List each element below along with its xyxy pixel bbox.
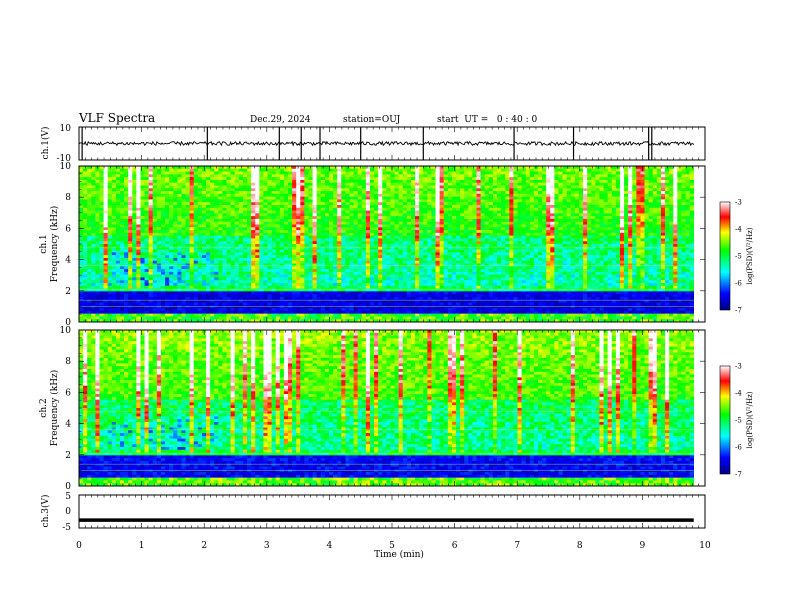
ch1-ytick-top: 10 [60, 124, 72, 134]
y-tick-label: 2 [65, 451, 71, 461]
colorbar-tick-label: -3 [735, 363, 742, 371]
ch1-trace-line [78, 140, 695, 147]
x-tick-label: 4 [327, 541, 333, 551]
ch1-waveform-panel: 10 -10 ch.1(V) [40, 124, 706, 164]
ch1-ytick-bottom: -10 [57, 154, 72, 164]
colorbar-tick-label: -3 [735, 199, 742, 207]
y-tick-label: 10 [60, 162, 72, 172]
ch2-spectrogram-channel-label: ch.2 [39, 398, 49, 417]
ch2-colorbar [719, 365, 731, 475]
ch1-waveform-ylabel: ch.1(V) [40, 127, 51, 160]
ch1-waveform-frame [78, 126, 706, 161]
x-tick-label: 7 [514, 541, 520, 551]
x-tick-label: 8 [577, 541, 583, 551]
ch1-colorbar-label: log(PSD)(V²/Hz) [746, 227, 754, 284]
ch3-ytick-top: 5 [65, 492, 71, 502]
x-axis-label: Time (min) [374, 549, 424, 560]
y-tick-label: 4 [65, 420, 71, 430]
x-tick-label: 0 [76, 541, 82, 551]
y-tick-label: 8 [65, 193, 71, 203]
ch1-colorbar [719, 201, 731, 311]
colorbar-tick-label: -5 [735, 417, 742, 425]
x-tick-label: 6 [452, 541, 458, 551]
y-tick-label: 10 [60, 326, 72, 336]
ch3-ytick-bottom: -5 [62, 523, 71, 533]
y-tick-label: 4 [65, 256, 71, 266]
y-tick-label: 6 [65, 224, 71, 234]
station-label: station=OUJ [343, 115, 401, 125]
colorbar-tick-label: -4 [735, 390, 742, 398]
ch3-waveform-panel: 5 0 -5 ch.3(V) [40, 492, 706, 533]
x-tick-label: 2 [201, 541, 207, 551]
ch1-spectrogram-heatmap [79, 166, 695, 323]
y-tick-label: 6 [65, 388, 71, 398]
x-tick-label: 1 [139, 541, 145, 551]
figure-title: VLF Spectra [78, 111, 155, 125]
ch1-spectrogram-channel-label: ch.1 [39, 234, 49, 253]
ch1-spectrogram-ylabel: Frequency (kHz) [49, 206, 60, 283]
ch3-waveform-ylabel: ch.3(V) [40, 495, 51, 528]
ch3-ytick-mid: 0 [65, 507, 71, 517]
ch1-waveform-trace [78, 127, 695, 160]
x-tick-label: 3 [264, 541, 270, 551]
heatmap-cell [79, 166, 84, 170]
colorbar-tick-label: -7 [735, 471, 742, 479]
colorbar-tick-label: -6 [735, 280, 742, 288]
colorbar-tick-label: -5 [735, 253, 742, 261]
x-tick-label: 5 [389, 541, 395, 551]
y-tick-label: 0 [65, 482, 71, 492]
heatmap-cell [79, 330, 84, 334]
ch2-colorbar-label: log(PSD)(V²/Hz) [746, 391, 754, 448]
y-tick-label: 8 [65, 357, 71, 367]
x-tick-label: 9 [640, 541, 646, 551]
ch2-spectrogram-heatmap [79, 330, 695, 487]
x-axis-tick-labels: 0 1 2 3 4 5 6 7 8 9 10 [76, 541, 711, 551]
colorbar-tick-label: -6 [735, 444, 742, 452]
ch2-spectrogram-ylabel: Frequency (kHz) [49, 370, 60, 447]
ch3-waveform-frame [78, 494, 706, 529]
y-tick-label: 2 [65, 287, 71, 297]
x-tick-label: 10 [699, 541, 711, 551]
y-tick-label: 0 [65, 318, 71, 328]
colorbar-tick-label: -4 [735, 226, 742, 234]
colorbar-tick-label: -7 [735, 307, 742, 315]
start-time-label: start UT = 0 : 40 : 0 [437, 115, 538, 125]
date-label: Dec.29, 2024 [250, 115, 311, 125]
